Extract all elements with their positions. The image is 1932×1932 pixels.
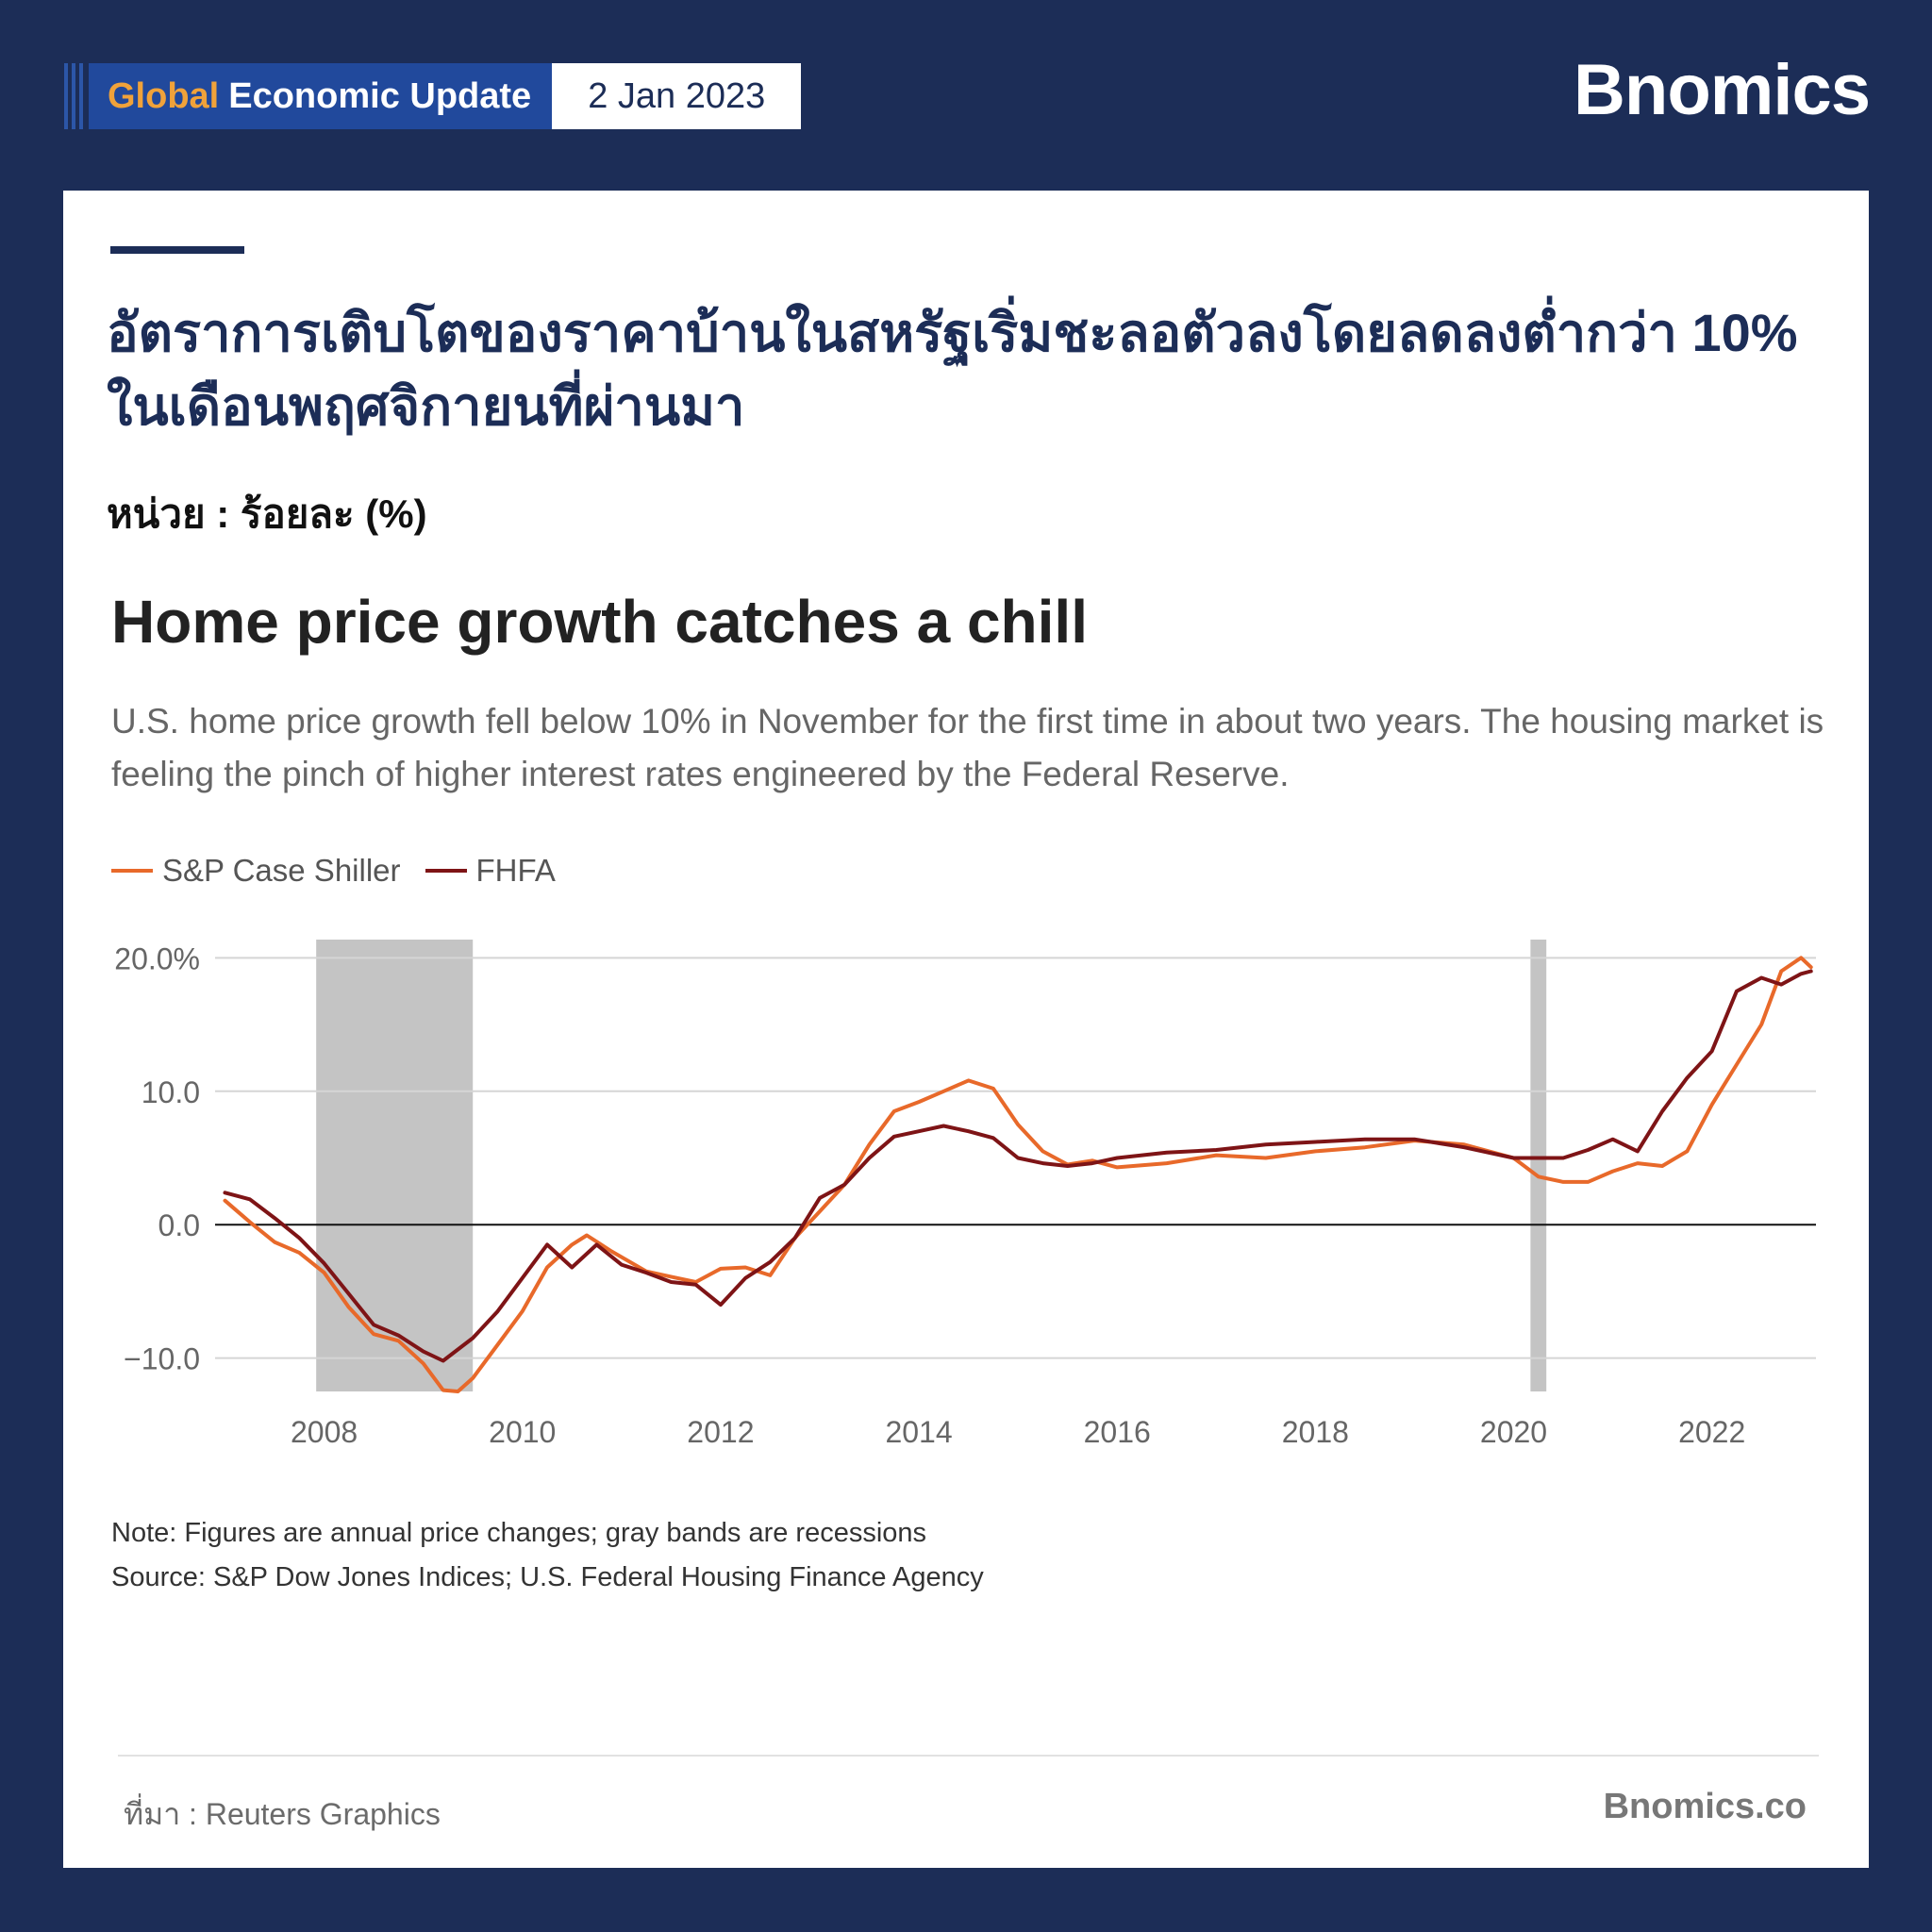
legend-label-sp-case-shiller: S&P Case Shiller <box>162 853 401 888</box>
y-tick-label: 10.0 <box>142 1075 200 1109</box>
header-stripes <box>64 63 89 129</box>
x-tick-label: 2008 <box>291 1415 358 1449</box>
header-label-main: Economic Update <box>228 75 532 116</box>
footer-divider <box>118 1755 1819 1757</box>
chart-legend: S&P Case Shiller FHFA <box>111 853 580 889</box>
legend-item-fhfa: FHFA <box>425 853 556 889</box>
recession-band <box>316 940 474 1391</box>
x-tick-label: 2022 <box>1678 1415 1745 1449</box>
series-line-s-p-case-shiller <box>223 956 1813 1393</box>
line-chart: 20.0% 10.0 0.0 −10.0 2008 2010 2012 2014 2016 201… <box>114 940 1816 1449</box>
note-line: Note: Figures are annual price changes; … <box>111 1518 927 1548</box>
footer-brand: Bnomics.co <box>1603 1787 1807 1826</box>
x-tick-label: 2012 <box>687 1415 754 1449</box>
legend-swatch-sp-case-shiller <box>111 869 153 873</box>
header-bar: Global Economic Update 2 Jan 2023 <box>64 63 802 129</box>
source-line: Source: S&P Dow Jones Indices; U.S. Fede… <box>111 1562 984 1592</box>
y-tick-label: 0.0 <box>158 1208 200 1242</box>
legend-label-fhfa: FHFA <box>475 853 556 888</box>
header-date: 2 Jan 2023 <box>552 63 802 129</box>
unit-label: หน่วย : ร้อยละ (%) <box>107 491 427 536</box>
chart-note: Note: Figures are annual price changes; … <box>111 1511 984 1600</box>
y-tick-label: −10.0 <box>124 1342 200 1376</box>
x-tick-label: 2016 <box>1084 1415 1151 1449</box>
recession-band <box>1530 940 1547 1391</box>
x-tick-label: 2018 <box>1282 1415 1349 1449</box>
legend-item-sp-case-shiller: S&P Case Shiller <box>111 853 401 889</box>
x-tick-label: 2020 <box>1480 1415 1547 1449</box>
header-label-accent: Global <box>108 75 220 116</box>
title-rule <box>110 246 244 254</box>
chart-title: Home price growth catches a chill <box>111 588 1088 656</box>
legend-swatch-fhfa <box>425 869 467 873</box>
y-tick-label: 20.0% <box>114 941 200 975</box>
footer-source: ที่มา : Reuters Graphics <box>124 1797 441 1831</box>
brand-logo: Bnomics <box>1574 50 1871 130</box>
thai-title: อัตราการเติบโตของราคาบ้านในสหรัฐเริ่มชะล… <box>107 303 1798 436</box>
content-card: อัตราการเติบโตของราคาบ้านในสหรัฐเริ่มชะล… <box>63 191 1869 1868</box>
x-tick-label: 2010 <box>489 1415 556 1449</box>
x-tick-label: 2014 <box>885 1415 952 1449</box>
chart-subtitle: U.S. home price growth fell below 10% in… <box>111 702 1824 793</box>
header-label: Global Economic Update <box>89 63 553 129</box>
series-line-fhfa <box>223 969 1813 1363</box>
